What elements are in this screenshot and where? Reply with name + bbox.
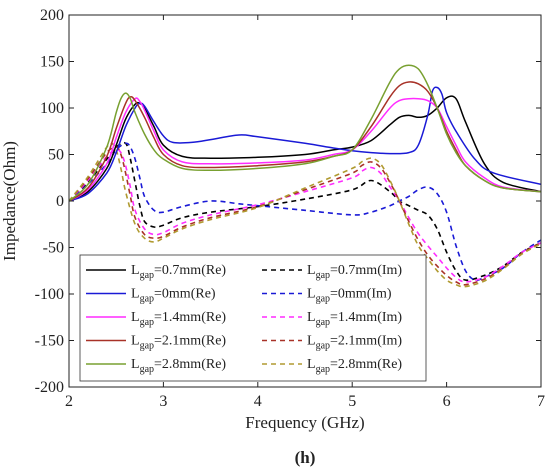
y-tick-label-6: 100: [40, 100, 64, 117]
legend-label-rest: =1.4mm(Re): [154, 310, 226, 325]
legend-label-rest: =2.8mm(Re): [154, 357, 226, 372]
y-tick-label-8: 200: [40, 7, 64, 24]
legend-label-main: L: [307, 310, 316, 325]
legend-label-8: Lgap=2.1mm(Im): [307, 334, 402, 352]
y-axis-ticks: -200 -150 -100 -50 0 50 100 150 200: [35, 7, 541, 396]
y-tick-label-2: -100: [35, 286, 64, 303]
legend-label-main: L: [131, 310, 140, 325]
legend: Lgap=0.7mm(Re)Lgap=0mm(Re)Lgap=1.4mm(Re)…: [79, 254, 427, 382]
legend-label-5: Lgap=0.7mm(Im): [307, 263, 402, 281]
series-line-0: [69, 95, 541, 202]
legend-label-sub: gap: [140, 270, 154, 281]
legend-label-sub: gap: [316, 317, 330, 328]
legend-box: [79, 254, 427, 382]
legend-label-sub: gap: [316, 341, 330, 352]
x-tick-label-5: 7: [537, 393, 545, 410]
series-line-3: [69, 81, 541, 202]
legend-label-rest: =1.4mm(Im): [330, 310, 402, 325]
x-tick-label-4: 6: [443, 393, 451, 410]
legend-label-7: Lgap=1.4mm(Im): [307, 310, 402, 328]
legend-label-main: L: [307, 263, 316, 278]
legend-label-main: L: [307, 287, 316, 302]
legend-label-1: Lgap=0mm(Re): [131, 287, 216, 305]
y-tick-label-5: 50: [48, 147, 64, 164]
x-tick-label-2: 4: [254, 393, 262, 410]
series-curves: [69, 64, 541, 288]
panel-label: (h): [295, 448, 316, 467]
legend-label-3: Lgap=2.1mm(Re): [131, 334, 226, 352]
series-line-7: [69, 148, 541, 283]
y-tick-label-1: -150: [35, 333, 64, 350]
legend-label-main: L: [131, 334, 140, 349]
y-tick-label-7: 150: [40, 54, 64, 71]
legend-label-sub: gap: [316, 364, 330, 375]
series-line-5: [69, 141, 541, 281]
legend-label-main: L: [307, 357, 316, 372]
legend-label-rest: =0mm(Re): [154, 287, 216, 302]
x-axis-ticks: 2 3 4 5 6 7: [65, 15, 545, 410]
legend-label-sub: gap: [140, 294, 154, 305]
legend-label-sub: gap: [140, 364, 154, 375]
y-tick-label-0: -200: [35, 379, 64, 396]
y-tick-label-4: 0: [56, 193, 64, 210]
x-tick-label-3: 5: [348, 393, 356, 410]
legend-label-9: Lgap=2.8mm(Re): [307, 357, 402, 375]
legend-label-main: L: [131, 263, 140, 278]
legend-label-rest: =2.1mm(Im): [330, 334, 402, 349]
legend-label-rest: =0.7mm(Re): [154, 263, 226, 278]
series-line-1: [69, 86, 541, 202]
legend-label-rest: =0.7mm(Im): [330, 263, 402, 278]
series-line-4: [69, 64, 541, 202]
series-line-8: [69, 146, 541, 286]
x-tick-label-0: 2: [65, 393, 73, 410]
legend-label-4: Lgap=2.8mm(Re): [131, 357, 226, 375]
series-line-9: [69, 142, 541, 288]
legend-label-0: Lgap=0.7mm(Re): [131, 263, 226, 281]
legend-label-sub: gap: [140, 317, 154, 328]
legend-label-rest: =0mm(Im): [330, 287, 392, 302]
x-axis-label: Frequency (GHz): [245, 413, 364, 432]
y-tick-label-3: -50: [43, 240, 64, 257]
x-tick-label-1: 3: [159, 393, 167, 410]
series-line-2: [69, 97, 541, 202]
legend-label-6: Lgap=0mm(Im): [307, 287, 392, 305]
legend-label-rest: =2.1mm(Re): [154, 334, 226, 349]
legend-label-main: L: [307, 334, 316, 349]
legend-label-sub: gap: [140, 341, 154, 352]
legend-label-rest: =2.8mm(Re): [330, 357, 402, 372]
y-axis-label: Impedance(Ohm): [0, 141, 19, 261]
legend-label-main: L: [131, 357, 140, 372]
legend-label-sub: gap: [316, 294, 330, 305]
legend-label-2: Lgap=1.4mm(Re): [131, 310, 226, 328]
legend-label-main: L: [131, 287, 140, 302]
legend-label-sub: gap: [316, 270, 330, 281]
series-line-6: [69, 142, 541, 282]
